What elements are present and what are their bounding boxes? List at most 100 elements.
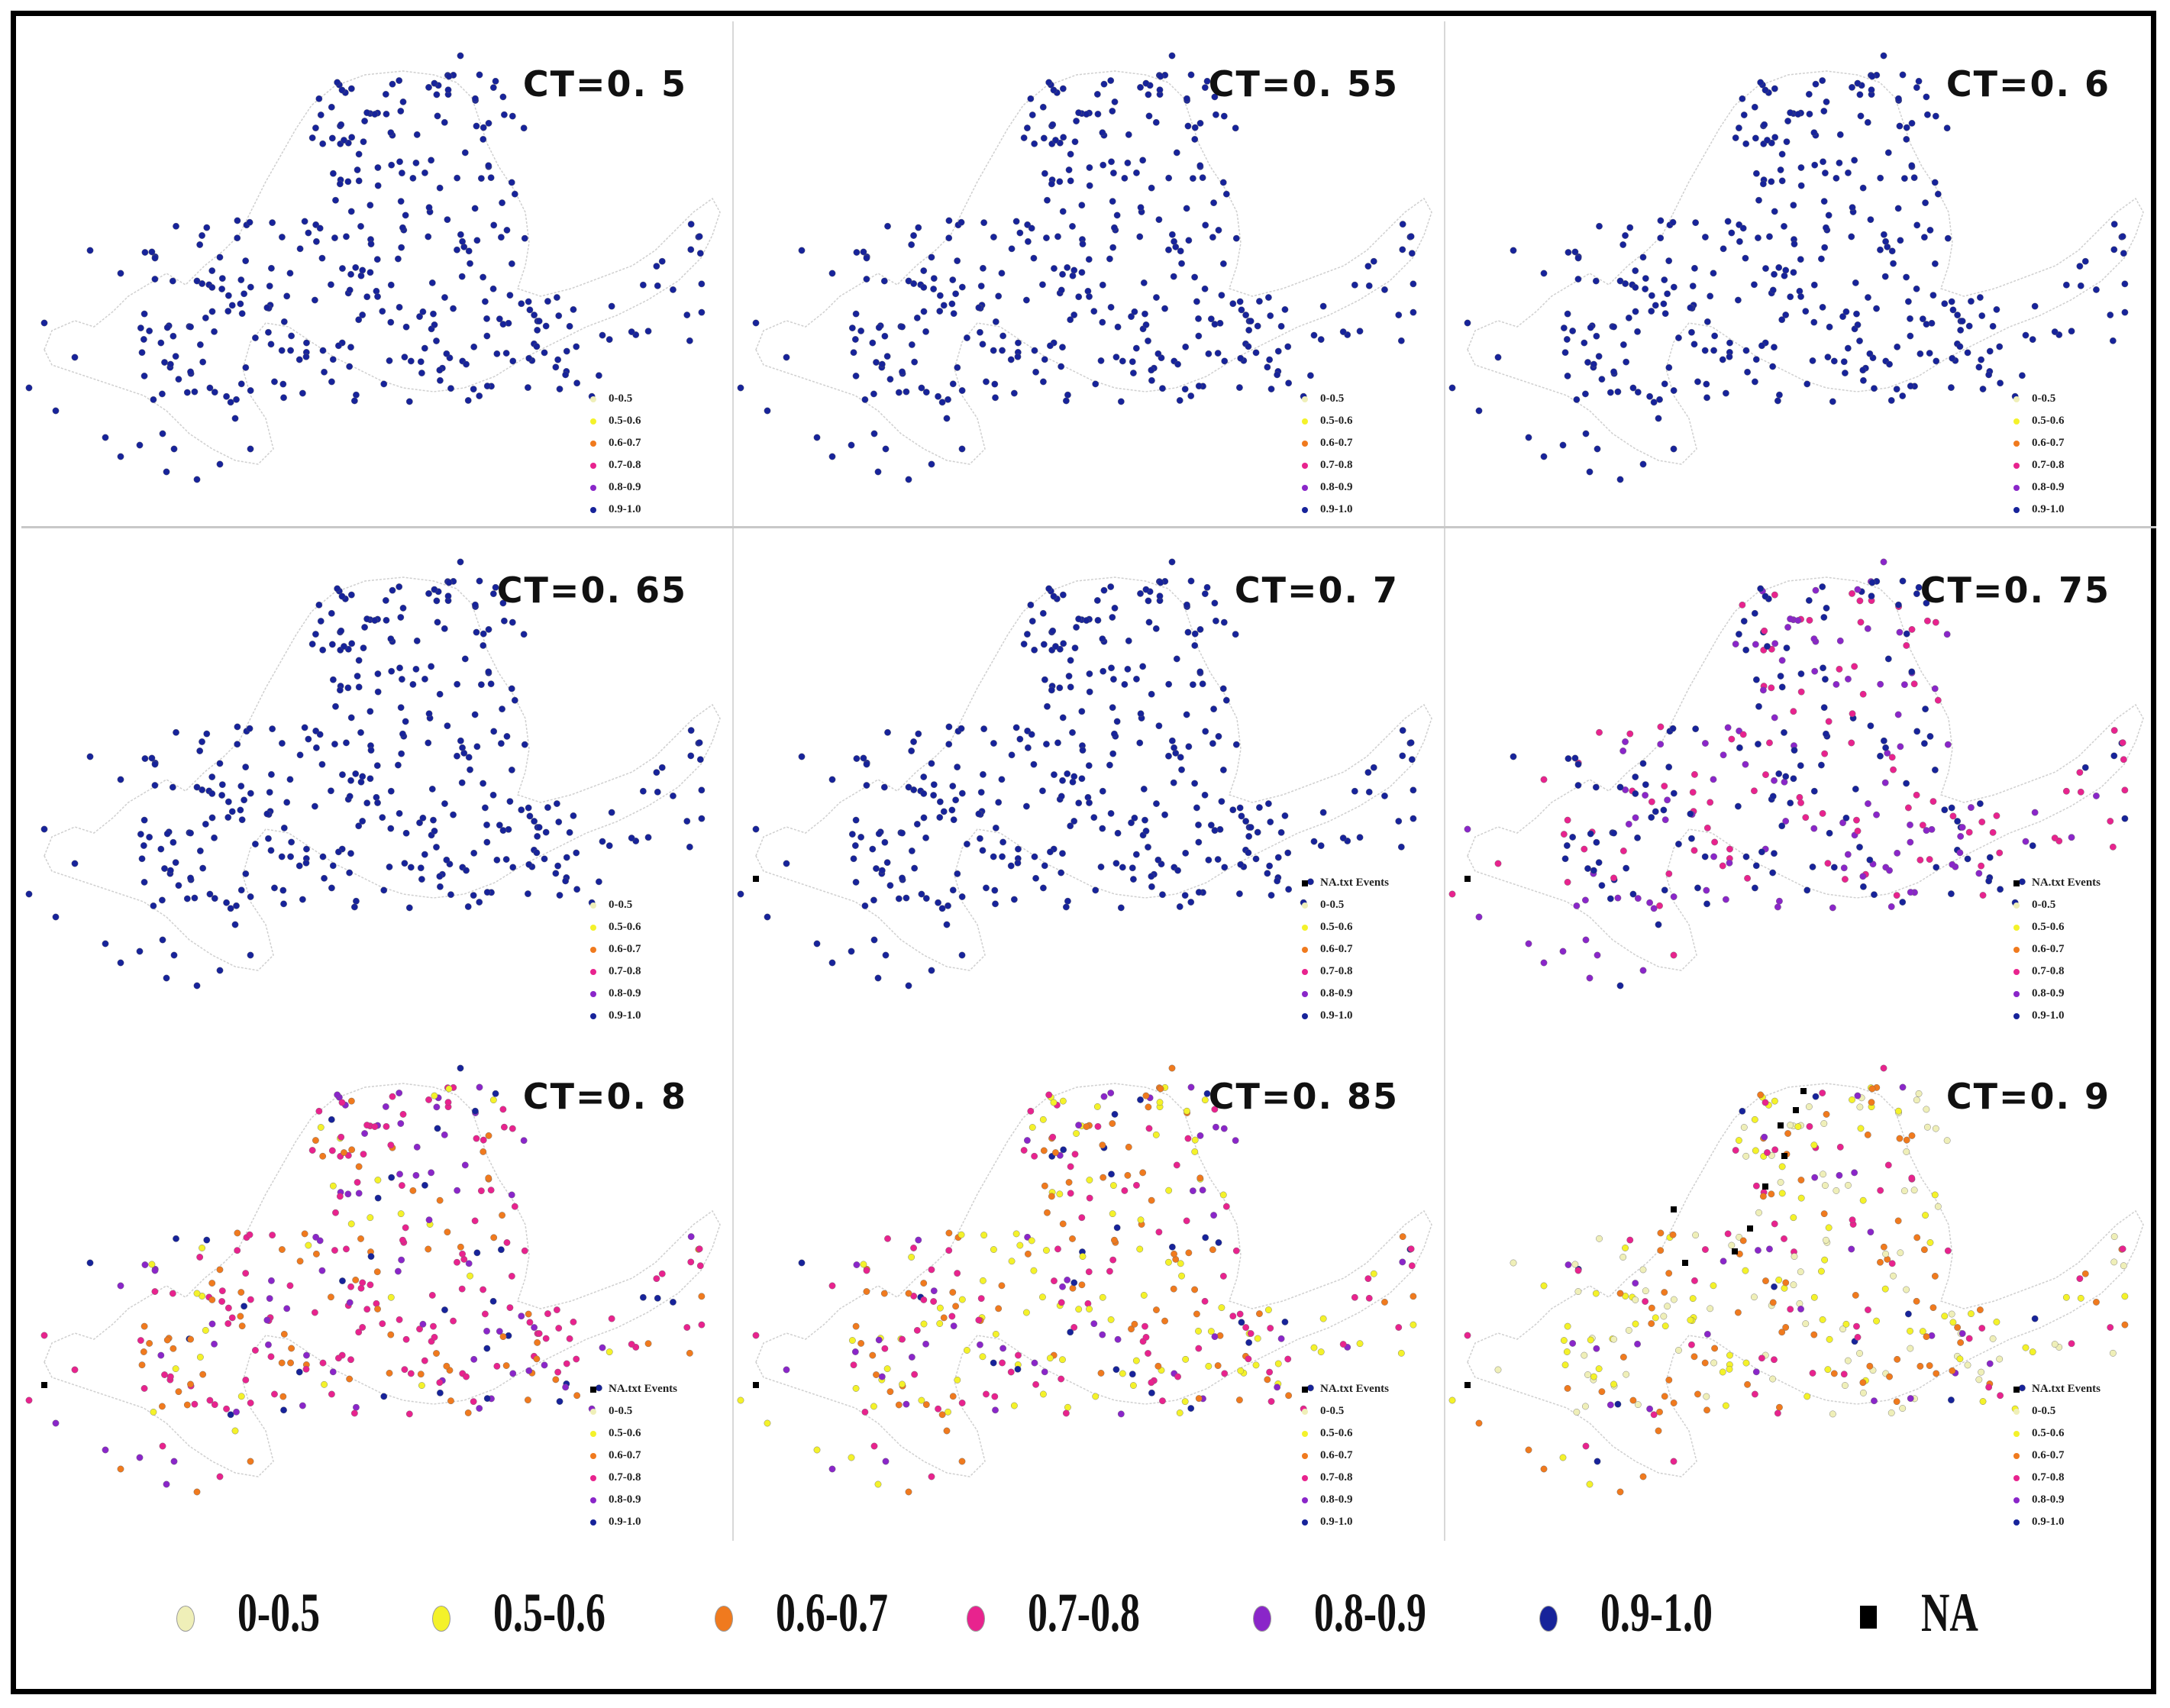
station-point (140, 310, 148, 318)
legend-row: 0.7-0.8 (590, 454, 641, 476)
station-point (464, 1409, 472, 1416)
station-point (2029, 1348, 2036, 1356)
station-point (1943, 124, 1951, 132)
station-point (1062, 397, 1070, 405)
station-point (1726, 353, 1733, 360)
station-point (1109, 1210, 1116, 1218)
station-point (1049, 121, 1057, 128)
station-point (335, 1354, 342, 1362)
station-point (1100, 161, 1107, 169)
station-point (1820, 614, 1828, 621)
station-point (346, 286, 354, 294)
station-point (1719, 1368, 1726, 1376)
station-point (1787, 1306, 1794, 1313)
station-point (948, 806, 956, 814)
station-point (480, 1286, 486, 1293)
station-point (233, 396, 240, 403)
station-point (402, 718, 409, 725)
station-point (1048, 1193, 1055, 1200)
legend-row: 0.7-0.8 (2013, 961, 2101, 983)
station-point (1810, 1293, 1818, 1301)
station-point (117, 776, 124, 783)
station-point (237, 1393, 245, 1400)
station-point (1573, 902, 1581, 909)
station-point (1771, 270, 1778, 278)
station-point (1564, 310, 1571, 318)
station-point (1128, 1325, 1135, 1333)
station-point (1207, 1328, 1215, 1335)
station-point (1274, 347, 1282, 355)
station-point (1030, 1267, 1038, 1274)
station-point (979, 341, 987, 348)
legend-label: 0.8-0.9 (609, 1493, 641, 1506)
station-point (361, 624, 368, 631)
station-point (1041, 1368, 1048, 1376)
station-point (1949, 1319, 1957, 1326)
station-point (447, 1397, 454, 1405)
station-point (1155, 216, 1163, 224)
station-point (1821, 750, 1829, 757)
figure-frame: CT=0. 5 0-0.5 0.5-0.6 0.6-0.7 0.7-0.8 0.8-0.9… (11, 11, 2156, 1694)
station-point (1856, 844, 1863, 851)
legend-symbol (2013, 462, 2020, 469)
station-point (441, 1131, 448, 1138)
station-point (1632, 1320, 1639, 1328)
station-point (696, 739, 703, 747)
station-point (246, 218, 253, 226)
station-point (1069, 1284, 1077, 1292)
station-point (1933, 864, 1940, 871)
station-point (1109, 614, 1116, 621)
panel-divider (21, 526, 2156, 528)
station-point (857, 328, 865, 334)
station-point (1766, 1245, 1773, 1253)
station-point (1978, 356, 1985, 363)
station-point (477, 1187, 485, 1195)
station-point (552, 1376, 560, 1384)
station-point (1236, 890, 1243, 897)
station-point (1703, 825, 1711, 831)
station-point (875, 830, 883, 838)
station-point (341, 137, 347, 144)
station-point (737, 384, 744, 392)
station-point (1010, 1402, 1018, 1409)
station-point (1168, 1064, 1176, 1072)
station-point (1395, 818, 1403, 825)
station-point (783, 354, 790, 361)
station-point (1859, 1379, 1867, 1387)
station-point (954, 257, 961, 265)
station-point (920, 1280, 928, 1287)
station-point (952, 796, 960, 804)
station-point (1059, 591, 1067, 599)
station-point (425, 1096, 432, 1103)
station-point (2121, 280, 2129, 288)
station-point (1051, 1277, 1058, 1284)
station-point (1849, 84, 1855, 91)
station-point (1607, 895, 1614, 902)
station-point (503, 227, 511, 234)
station-point (1132, 851, 1140, 858)
station-point (399, 1236, 406, 1244)
station-point (170, 1345, 177, 1352)
station-point (1107, 1090, 1115, 1096)
station-point (389, 1093, 396, 1100)
station-point (399, 676, 405, 683)
station-point (1648, 1320, 1655, 1327)
station-point (1610, 368, 1617, 376)
station-point (1839, 313, 1846, 321)
station-point (150, 396, 157, 403)
station-point (1646, 899, 1653, 906)
station-point (990, 740, 997, 747)
station-point (1652, 302, 1659, 309)
station-point (1571, 248, 1579, 256)
station-point (1915, 1090, 1923, 1097)
station-point (1364, 769, 1372, 777)
station-point (1859, 690, 1867, 698)
legend-na-symbol (2013, 1386, 2020, 1393)
station-point (1720, 751, 1727, 759)
station-point (798, 1259, 806, 1267)
station-point (1284, 1355, 1292, 1363)
station-point (444, 592, 452, 600)
station-point (2119, 739, 2126, 747)
station-point (363, 293, 371, 301)
station-point (169, 783, 176, 791)
